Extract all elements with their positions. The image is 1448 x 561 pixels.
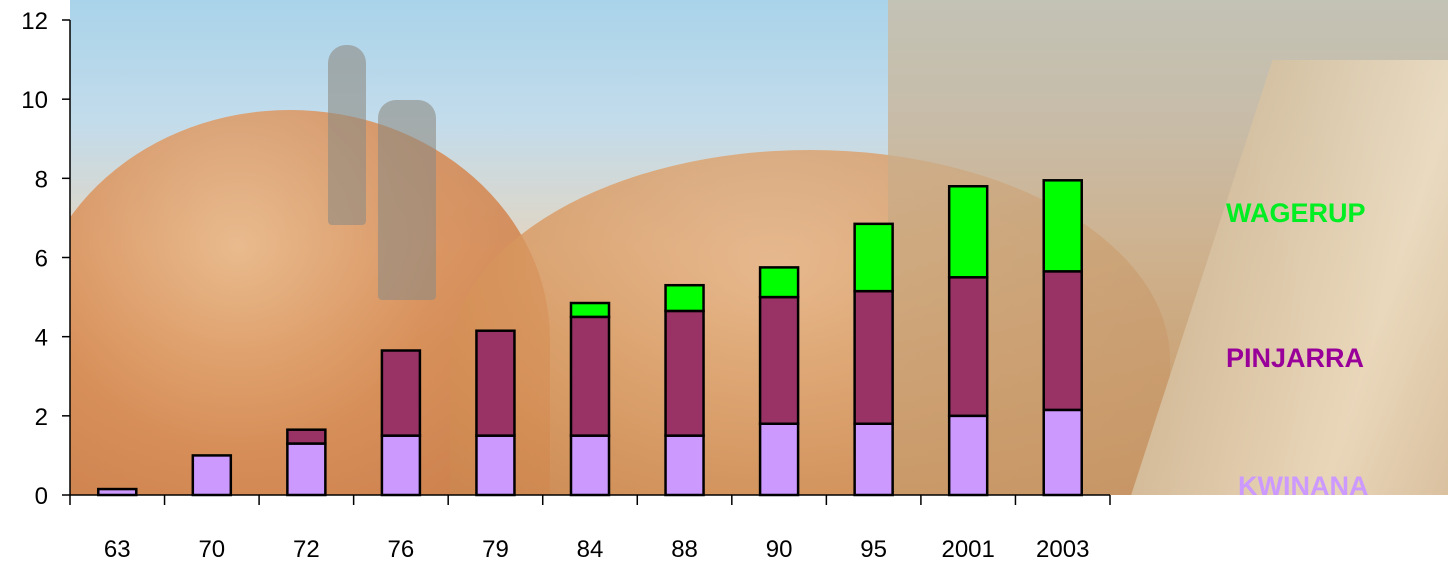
bar-segment-kwinana-76 [380,434,422,497]
bar-segment-kwinana-2001 [947,414,989,497]
y-tick-label: 0 [35,483,48,510]
bar-segment-wagerup-84 [569,301,611,319]
bar-segment-kwinana-95 [853,422,894,497]
bar-segment-kwinana-90 [758,422,800,497]
x-tick-label: 63 [104,536,131,561]
x-tick-label: 90 [766,536,793,561]
x-tick-label: 2003 [1036,536,1089,561]
bar-segment-pinjarra-2003 [1042,270,1083,412]
bars-layer [97,179,1083,497]
legend-wagerup: WAGERUP [1226,198,1366,228]
x-tick-label: 95 [860,536,887,561]
bar-segment-kwinana-88 [664,434,705,497]
legend-kwinana: KWINANA [1238,471,1369,501]
x-tick-label: 2001 [941,536,994,561]
x-tick-label: 70 [198,536,225,561]
bar-segment-kwinana-70 [191,454,233,497]
bar-segment-pinjarra-76 [380,349,422,437]
bar-segment-pinjarra-88 [664,309,705,437]
bar-segment-pinjarra-72 [286,428,327,445]
x-tick-label: 79 [482,536,509,561]
bar-segment-pinjarra-2001 [947,276,989,418]
x-tick-label: 88 [671,536,698,561]
y-tick-label: 8 [35,166,48,193]
bar-segment-pinjarra-79 [475,329,516,437]
bar-segment-wagerup-95 [853,222,894,293]
x-tick-label: 84 [577,536,604,561]
bar-segment-kwinana-2003 [1042,408,1083,497]
y-tick-label: 2 [35,404,48,431]
bar-segment-kwinana-72 [286,442,327,497]
worker-figure [378,100,436,300]
legend-pinjarra: PINJARRA [1226,343,1365,373]
y-tick-label: 10 [21,87,48,114]
bar-segment-pinjarra-84 [569,315,611,437]
bar-segment-wagerup-88 [664,283,705,313]
background-photo [70,0,1448,495]
bar-segment-pinjarra-90 [758,295,800,426]
worker-figure [328,45,366,225]
bar-segment-pinjarra-95 [853,289,894,426]
x-tick-label: 76 [388,536,415,561]
bar-segment-wagerup-2001 [947,185,989,279]
y-tick-label: 6 [35,246,48,273]
axes-layer: 0 2 4 6 8 10 12 63 70 72 76 79 84 88 90 95 2001 2003 [21,8,1111,561]
x-tick-label: 72 [293,536,320,561]
bar-segment-kwinana-79 [475,434,516,497]
y-tick-label: 12 [21,8,48,35]
bar-segment-kwinana-84 [569,434,611,497]
bar-segment-wagerup-2003 [1042,179,1083,273]
bar-segment-wagerup-90 [758,266,800,299]
bar-segment-kwinana-63 [97,487,138,497]
y-tick-label: 4 [35,325,48,352]
